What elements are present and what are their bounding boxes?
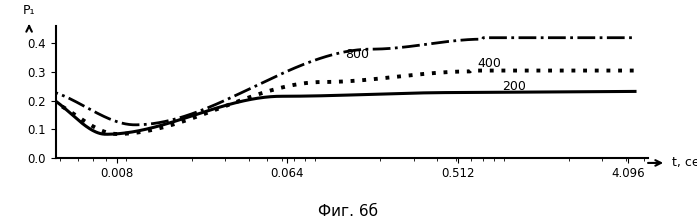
Text: 400: 400 bbox=[477, 57, 501, 70]
Text: P₁: P₁ bbox=[23, 4, 36, 17]
Text: t, сек: t, сек bbox=[672, 156, 697, 170]
Text: 800: 800 bbox=[345, 48, 369, 61]
Text: 200: 200 bbox=[502, 80, 526, 93]
Text: Фиг. 6б: Фиг. 6б bbox=[319, 204, 378, 219]
